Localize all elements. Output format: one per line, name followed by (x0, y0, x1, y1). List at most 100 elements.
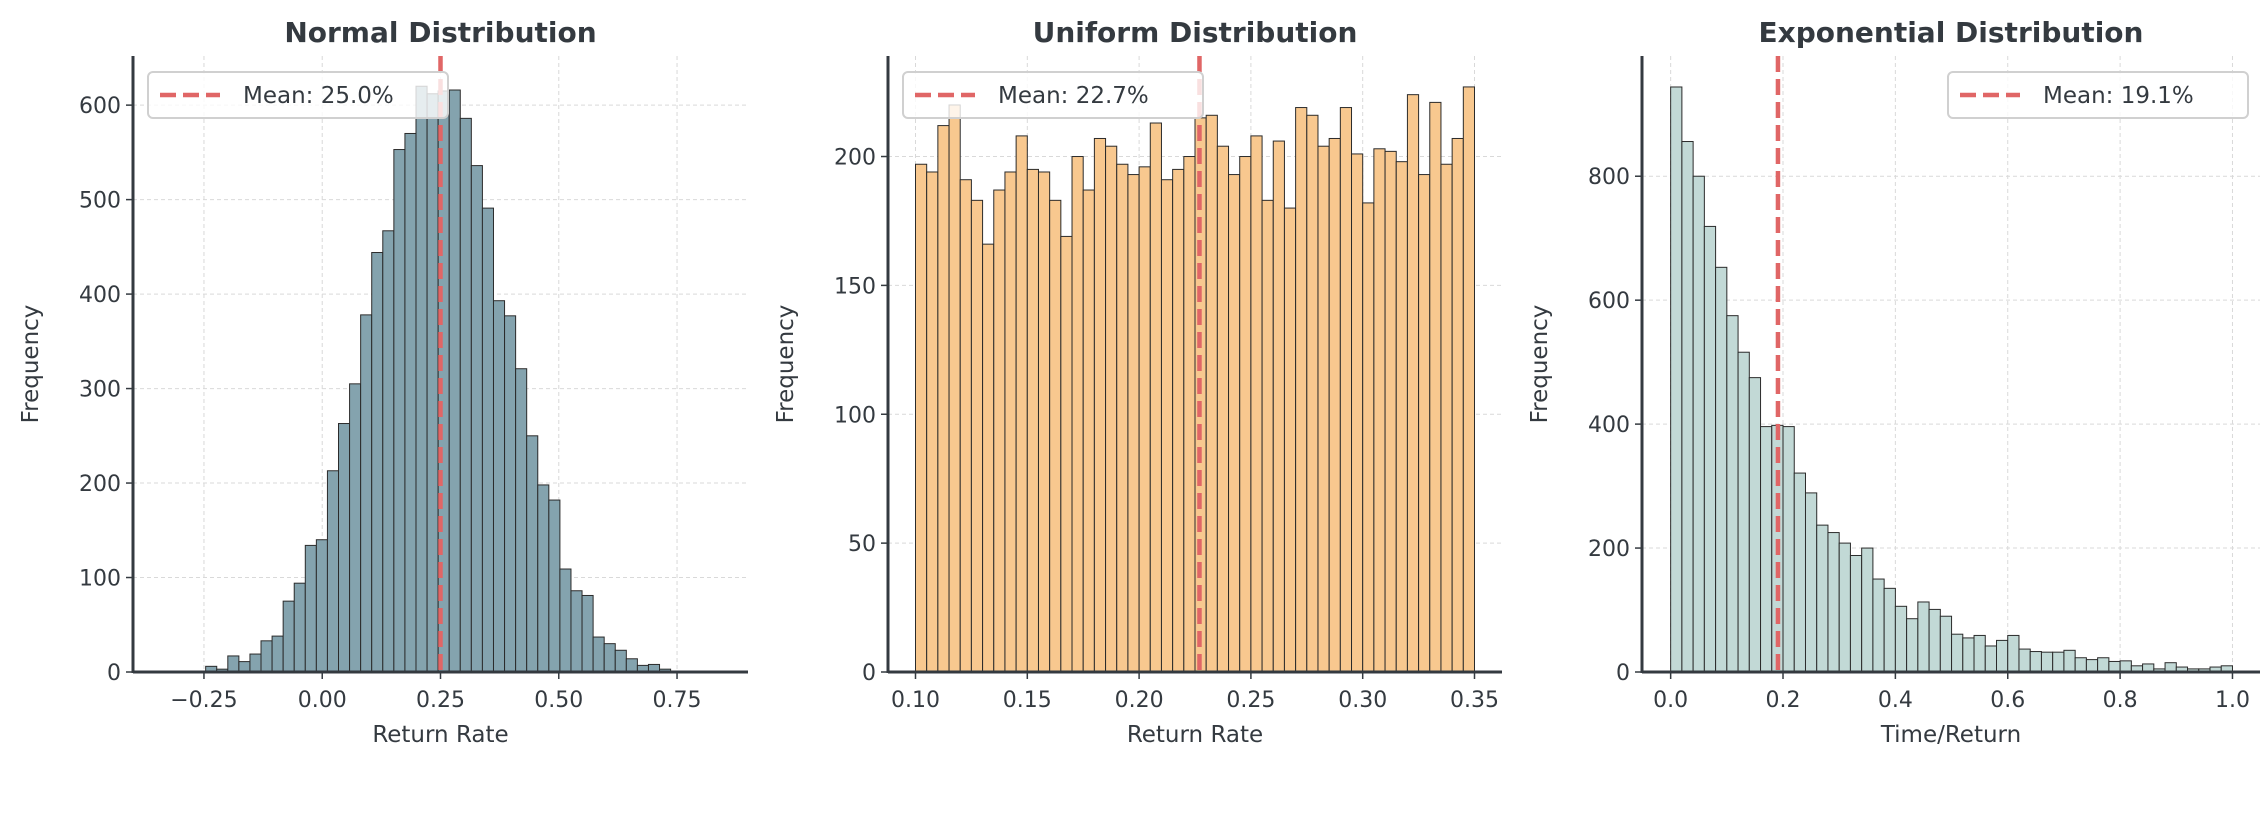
histogram-bar (238, 661, 251, 673)
histogram-bar (1160, 179, 1174, 673)
legend-box (1947, 71, 2249, 119)
histogram-bar (1816, 524, 1829, 673)
histogram-bar (1317, 145, 1330, 673)
x-tick-label: −0.25 (170, 688, 237, 713)
histogram-bar (1951, 633, 1964, 673)
y-tick-label: 0 (1616, 661, 1630, 686)
histogram-bar (1384, 150, 1397, 673)
histogram-bar (404, 132, 417, 673)
x-tick-label: 0.10 (891, 688, 940, 713)
y-tick-label: 200 (1588, 537, 1630, 562)
histogram-bar (1306, 114, 1319, 673)
histogram-bar (1962, 637, 1975, 673)
histogram-bar (1440, 163, 1453, 673)
subplot-2: 0.0 0.2 0.4 0.6 0.8 1.0 0 200 400 600 800 Exponenti… (1527, 16, 2260, 748)
histogram-bar (271, 635, 284, 673)
x-tick-label: 0.25 (1226, 688, 1275, 713)
histogram-bar (1138, 166, 1151, 673)
chart-title: Normal Distribution (284, 16, 596, 49)
x-tick-label: 0.30 (1338, 688, 1387, 713)
x-tick-label: 0.8 (2103, 688, 2138, 713)
histogram-bar (1451, 137, 1464, 673)
histogram-bar (360, 314, 373, 673)
histogram-bar (548, 499, 561, 673)
x-tick-label: 0.15 (1003, 688, 1052, 713)
histogram-bar (2085, 659, 2099, 673)
histogram-bar (581, 594, 594, 673)
x-tick-label: 0.0 (1653, 688, 1688, 713)
legend-box (147, 71, 449, 119)
legend-label: Mean: 22.7% (998, 83, 1149, 109)
histogram-bar (948, 104, 961, 673)
x-tick-label: 0.20 (1115, 688, 1164, 713)
legend-label: Mean: 19.1% (2043, 83, 2194, 109)
histogram-bar (371, 252, 384, 673)
histogram-bar (1037, 171, 1051, 673)
x-tick-label: 0.35 (1450, 688, 1499, 713)
histogram-bar (1906, 618, 1919, 673)
histogram-bar (1429, 101, 1442, 673)
legend: Mean: 22.7% (902, 71, 1204, 119)
x-axis-label: Time/Return (1880, 722, 2021, 748)
histogram-bar (1373, 148, 1386, 673)
histogram-bar (1748, 377, 1762, 673)
histogram-bar (1760, 426, 1773, 673)
histogram-bar (1939, 615, 1953, 673)
histogram-bar (1872, 578, 1885, 673)
histogram-bar (1715, 266, 1728, 673)
y-axis-label: Frequency (18, 305, 44, 424)
y-tick-label: 600 (79, 94, 121, 119)
histogram-bar (393, 149, 406, 673)
y-tick-label: 500 (79, 189, 121, 214)
y-axis-label: Frequency (1527, 305, 1553, 424)
histogram-bar (1272, 140, 1285, 673)
y-tick-label: 50 (848, 532, 876, 557)
y-tick-label: 100 (79, 567, 121, 592)
histogram-bar (515, 368, 528, 673)
x-axis-label: Return Rate (1127, 722, 1263, 748)
histogram-bar (625, 658, 638, 673)
histogram-bar (1996, 639, 2009, 673)
histogram-bar (970, 199, 984, 673)
histogram-bar (603, 643, 616, 673)
histogram-bar (1328, 137, 1341, 673)
histogram-bar (1172, 168, 1185, 673)
histogram-bar (1462, 86, 1475, 673)
histogram-bar (1205, 114, 1218, 673)
histogram-bar (1917, 601, 1930, 673)
legend-box (902, 71, 1204, 119)
histogram-bar (926, 171, 939, 673)
histogram-bar (2097, 657, 2110, 673)
x-tick-label: 0.6 (1990, 688, 2025, 713)
histogram-bar (959, 179, 972, 673)
histogram-bar (1726, 315, 1739, 673)
histogram-bar (1861, 547, 1874, 673)
histogram-bar (1239, 156, 1252, 673)
legend-label: Mean: 25.0% (243, 83, 394, 109)
y-tick-label: 600 (1588, 289, 1630, 314)
histogram-bar (481, 207, 494, 673)
histogram-bar (1060, 235, 1073, 673)
histogram-bar (592, 636, 605, 673)
histogram-bar (227, 655, 240, 673)
histogram-bar (1362, 202, 1375, 673)
histogram-bar (1082, 189, 1095, 673)
histogram-bar (1406, 94, 1420, 673)
histogram-bar (1849, 554, 1863, 673)
histogram-bar (1149, 122, 1162, 673)
histogram-bar (993, 189, 1006, 673)
histogram-bar (260, 640, 273, 673)
histogram-bar (1026, 168, 1039, 673)
histogram-bar (1105, 145, 1118, 673)
histogram-bar (1838, 542, 1851, 673)
histogram-bar (1984, 645, 1998, 673)
histogram-bar (537, 484, 550, 673)
histogram-bar (1928, 608, 1941, 673)
histogram-bar (1093, 137, 1107, 673)
legend: Mean: 19.1% (1947, 71, 2249, 119)
histogram-bar (492, 300, 506, 673)
x-tick-label: 1.0 (2215, 688, 2250, 713)
y-tick-label: 800 (1588, 165, 1630, 190)
histogram-bar (326, 470, 340, 673)
